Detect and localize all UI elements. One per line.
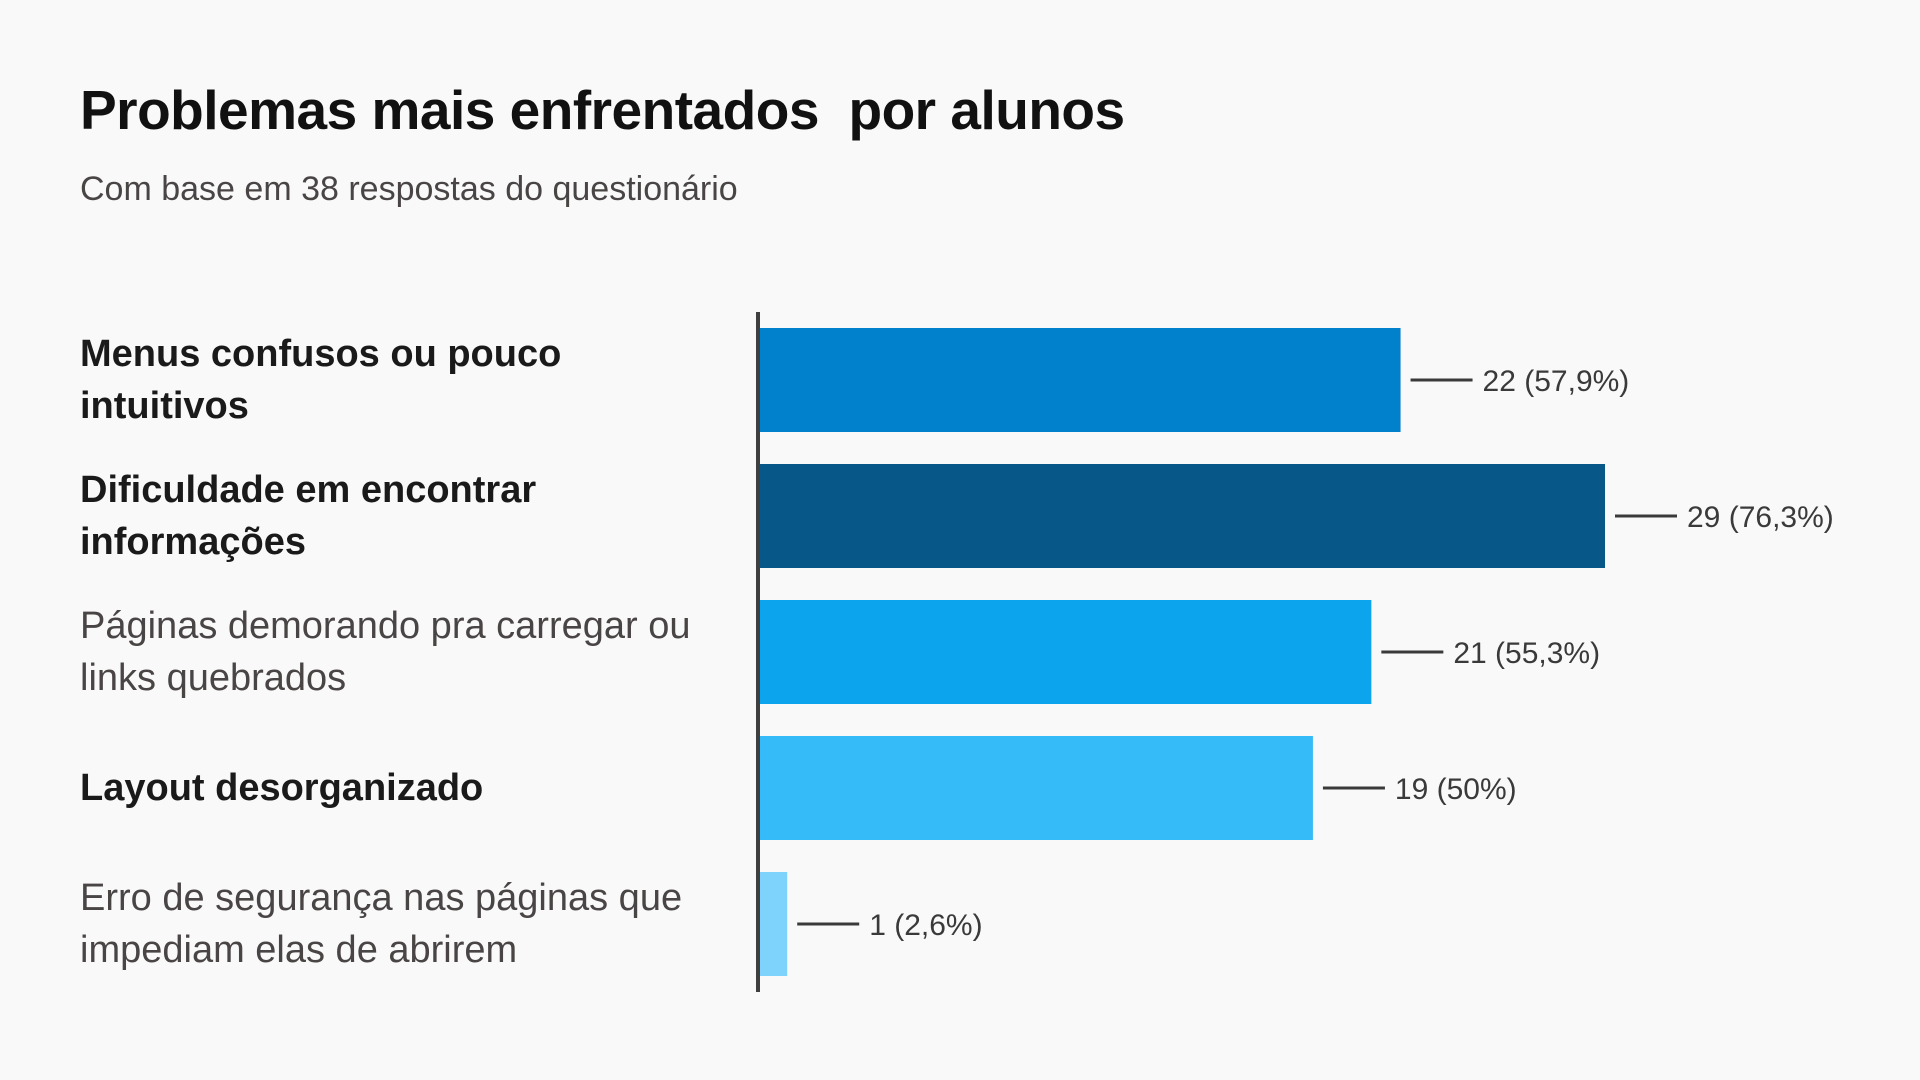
bar — [758, 600, 1372, 704]
bar — [758, 736, 1313, 840]
category-label: Layout desorganizado — [80, 767, 484, 809]
data-label: 1 (2,6%) — [869, 909, 982, 942]
category-label: Erro de segurança nas páginas que impedi… — [80, 877, 683, 971]
data-label: 19 (50%) — [1395, 773, 1517, 806]
chart-subtitle: Com base em 38 respostas do questionário — [80, 170, 738, 208]
bar — [758, 328, 1401, 432]
data-label: 29 (76,3%) — [1687, 501, 1834, 534]
bar — [758, 872, 788, 976]
category-label: Dificuldade em encontrar informações — [80, 469, 537, 563]
bar — [758, 464, 1605, 568]
data-label: 22 (57,9%) — [1483, 365, 1630, 398]
category-label: Menus confusos ou pouco intuitivos — [80, 333, 562, 427]
chart-title: Problemas mais enfrentados por alunos — [80, 79, 1125, 141]
data-label: 21 (55,3%) — [1453, 637, 1600, 670]
category-label: Páginas demorando pra carregar ou links … — [80, 605, 691, 699]
